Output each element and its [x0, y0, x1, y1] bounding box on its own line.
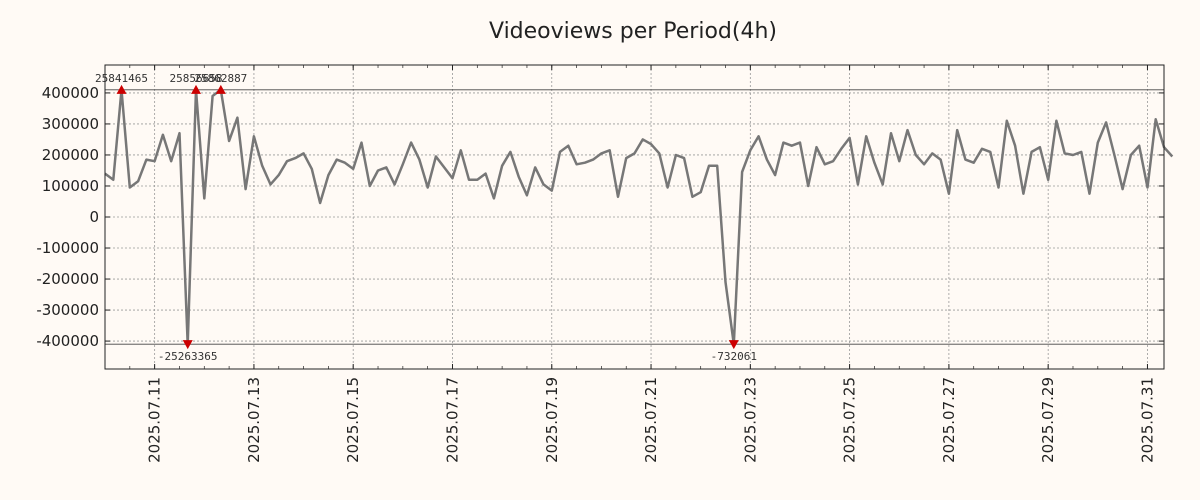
y-tick-label: 400000	[42, 84, 99, 102]
y-tick-label: -200000	[36, 270, 99, 288]
y-tick-label: 0	[89, 208, 99, 226]
grid	[105, 65, 1164, 369]
clip-bound-lines	[105, 89, 1164, 345]
y-tick-label: -100000	[36, 239, 99, 257]
peak-annotation-label: -25263365	[158, 350, 218, 363]
x-tick-label: 2025.07.23	[741, 377, 759, 463]
x-tick-label: 2025.07.21	[642, 377, 660, 463]
x-tick-label: 2025.07.25	[841, 377, 859, 463]
y-tick-label: 100000	[42, 177, 99, 195]
peak-markers	[116, 84, 739, 350]
plot-frame	[104, 64, 1165, 370]
y-tick-label: 200000	[42, 146, 99, 164]
peak-marker	[182, 340, 193, 350]
x-tick-label: 2025.07.11	[146, 377, 164, 463]
y-tick-label: -300000	[36, 301, 99, 319]
chart-title: Videoviews per Period(4h)	[489, 19, 777, 44]
x-axis-labels: 2025.07.11 2025.07.13 2025.07.15 2025.07.17…	[146, 377, 1157, 463]
peak-marker	[191, 84, 202, 94]
x-tick-label: 2025.07.17	[443, 377, 461, 463]
x-tick-label: 2025.07.13	[245, 377, 263, 463]
peak-annotation-label: 25856658	[170, 72, 223, 85]
peak-marker	[116, 84, 127, 94]
peak-annotation-label: 25841465	[95, 72, 148, 85]
x-tick-label: 2025.07.31	[1138, 377, 1156, 463]
y-axis-labels: -400000 -300000 -200000 -100000 0 100000 20000…	[36, 84, 99, 350]
y-tick-label: -400000	[36, 332, 99, 350]
x-tick-label: 2025.07.29	[1039, 377, 1057, 463]
y-tick-label: 300000	[42, 115, 99, 133]
peak-marker	[728, 340, 739, 350]
peak-marker	[215, 84, 226, 94]
peak-annotation-label: -732061	[711, 350, 757, 363]
x-tick-label: 2025.07.15	[344, 377, 362, 463]
x-tick-label: 2025.07.27	[940, 377, 958, 463]
x-tick-label: 2025.07.19	[543, 377, 561, 463]
series-line	[104, 88, 1174, 346]
peak-annotation-label: 25862887	[194, 72, 247, 85]
series-group	[104, 88, 1174, 346]
